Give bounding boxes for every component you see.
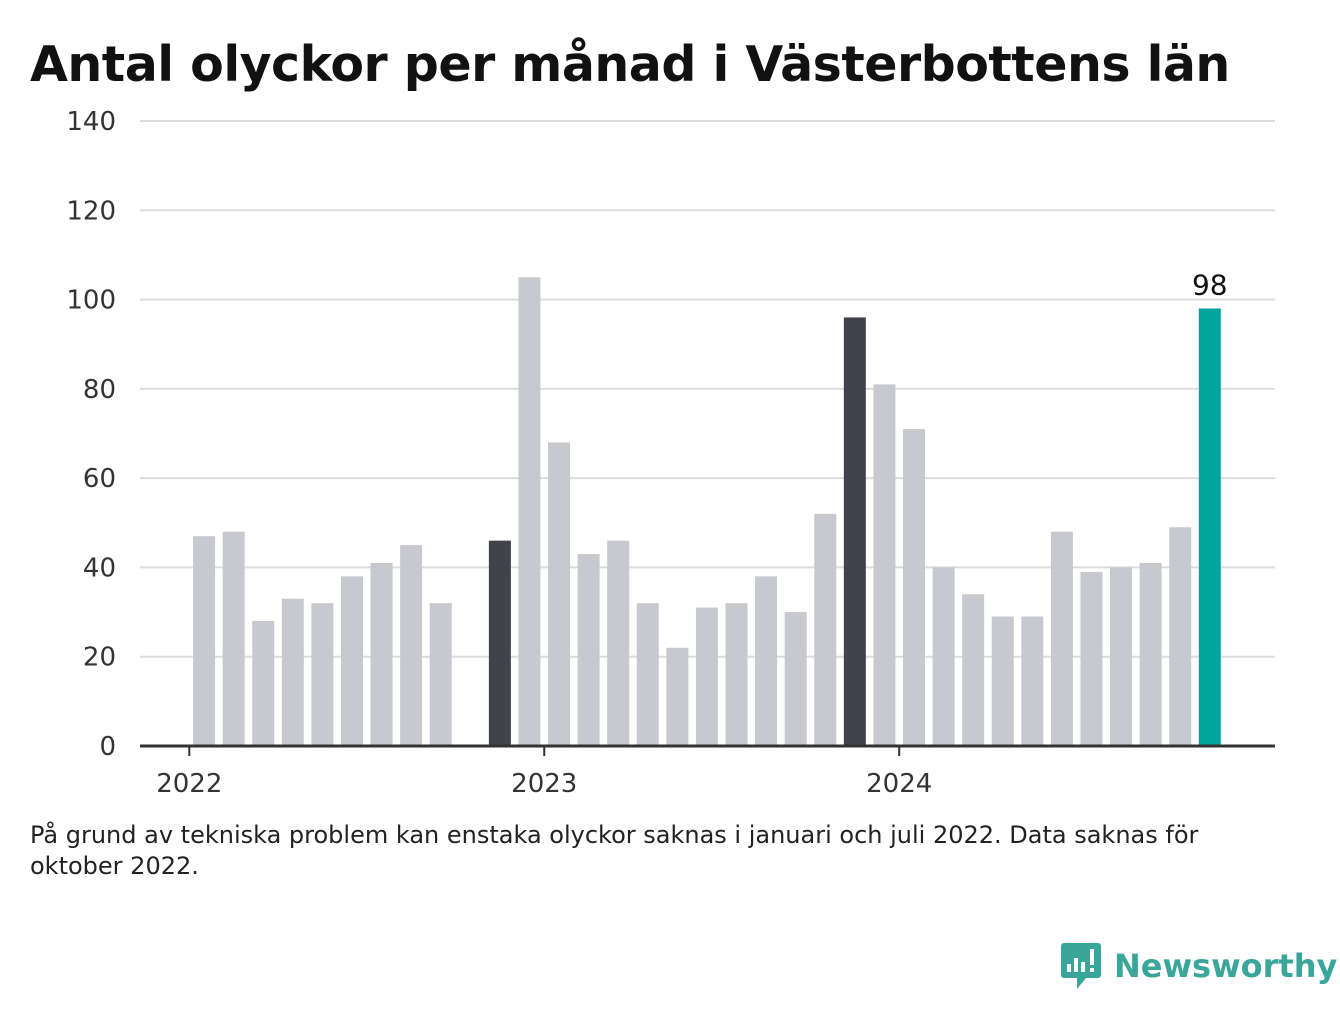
bar-2023-11 bbox=[814, 513, 837, 746]
newsworthy-logo-icon bbox=[1061, 943, 1101, 989]
brand-logo[interactable]: Newsworthy bbox=[1060, 940, 1337, 992]
bar-chart: 0 20 40 60 80 100 120 140 2022 2023 2024 98 bbox=[66, 107, 1275, 799]
y-tick-label: 20 bbox=[83, 643, 116, 673]
bar-2023-08 bbox=[725, 603, 748, 746]
y-tick-label: 140 bbox=[66, 107, 116, 137]
bar-2024-10 bbox=[1139, 562, 1162, 746]
y-tick-label: 60 bbox=[83, 464, 116, 494]
bar-2022-06 bbox=[311, 603, 334, 746]
data-label-latest: 98 bbox=[1192, 269, 1228, 302]
y-axis-tick-labels: 0 20 40 60 80 100 120 140 bbox=[66, 107, 116, 762]
bar-2024-03 bbox=[932, 567, 955, 746]
bar-2023-03 bbox=[577, 554, 600, 746]
bar-2024-09 bbox=[1110, 567, 1133, 746]
x-axis: 2022 2023 2024 bbox=[140, 744, 1275, 799]
bar-2024-12 bbox=[1198, 308, 1221, 746]
bar-2022-10 bbox=[429, 603, 452, 746]
y-tick-label: 120 bbox=[66, 196, 116, 226]
bars bbox=[193, 277, 1221, 746]
bar-2022-08 bbox=[370, 562, 393, 746]
bar-2024-05 bbox=[991, 616, 1014, 746]
bar-2022-07 bbox=[340, 576, 363, 746]
x-tick-label: 2024 bbox=[866, 769, 932, 799]
y-tick-label: 0 bbox=[99, 732, 116, 762]
bar-2024-08 bbox=[1080, 571, 1103, 746]
y-tick-label: 100 bbox=[66, 286, 116, 316]
bar-2023-07 bbox=[695, 607, 718, 746]
brand-name: Newsworthy bbox=[1114, 947, 1338, 985]
bar-2024-07 bbox=[1050, 531, 1073, 746]
x-tick-label: 2023 bbox=[511, 769, 577, 799]
x-tick-label: 2022 bbox=[156, 769, 222, 799]
footnote: På grund av tekniska problem kan enstaka… bbox=[30, 821, 1199, 880]
bar-2023-12 bbox=[843, 317, 866, 746]
bar-2022-12 bbox=[488, 540, 511, 746]
bar-2023-05 bbox=[636, 603, 659, 746]
bar-2023-04 bbox=[607, 540, 630, 746]
bar-2023-01 bbox=[518, 277, 541, 746]
y-tick-label: 40 bbox=[83, 553, 116, 583]
bar-2022-03 bbox=[222, 531, 245, 746]
bar-2024-04 bbox=[962, 594, 985, 746]
bar-2023-02 bbox=[548, 442, 571, 746]
bar-2023-09 bbox=[755, 576, 778, 746]
bar-2024-06 bbox=[1021, 616, 1044, 746]
bar-2023-06 bbox=[666, 647, 689, 746]
bar-2024-01 bbox=[873, 384, 896, 746]
gridlines bbox=[140, 120, 1275, 658]
bar-2024-11 bbox=[1169, 527, 1192, 746]
bar-2024-02 bbox=[903, 429, 925, 746]
bar-2022-09 bbox=[400, 545, 423, 746]
chart-title: Antal olyckor per månad i Västerbottens … bbox=[30, 36, 1230, 93]
bar-2022-05 bbox=[281, 598, 304, 746]
bar-2022-02 bbox=[193, 536, 216, 746]
data-labels: 98 bbox=[1192, 269, 1228, 302]
bar-2022-04 bbox=[252, 621, 275, 746]
bar-2023-10 bbox=[784, 612, 807, 746]
y-tick-label: 80 bbox=[83, 375, 116, 405]
